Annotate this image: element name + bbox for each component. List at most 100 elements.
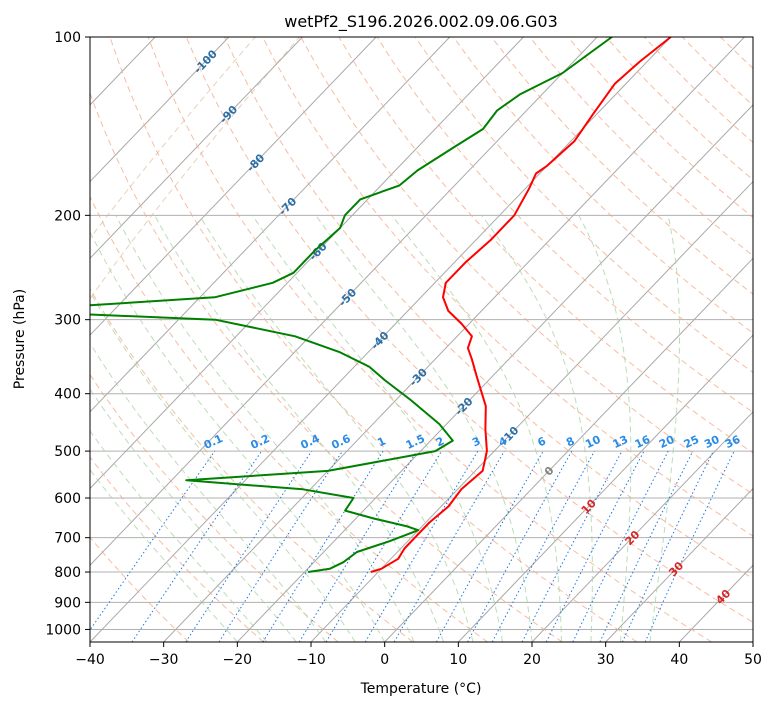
plot-frame xyxy=(89,36,754,643)
mixing-ratio-label: 0.1 xyxy=(202,432,225,452)
moist-adiabat xyxy=(481,215,593,642)
x-axis-label: Temperature (°C) xyxy=(360,681,482,697)
moist-adiabat xyxy=(90,230,386,642)
moist-adiabat xyxy=(115,215,415,642)
dry-adiabat xyxy=(759,37,775,642)
mixing-ratio-label: 6 xyxy=(536,434,549,449)
x-tick-label: −20 xyxy=(223,652,253,668)
mixing-ratio-label: 3 xyxy=(470,434,482,449)
dry-adiabat xyxy=(605,37,753,181)
mixing-ratio-label: 1 xyxy=(375,434,387,449)
y-tick-label: 300 xyxy=(54,313,81,329)
dewpoint-profile xyxy=(90,37,613,573)
mixing-ratio-line xyxy=(364,450,479,642)
moist-adiabats xyxy=(90,37,680,642)
mixing-ratio-label: 8 xyxy=(564,434,576,449)
x-tick-label: 10 xyxy=(449,652,467,668)
mixing-ratio-line xyxy=(491,450,595,642)
x-tick-label: 30 xyxy=(597,652,615,668)
mixing-ratio-label: 30 xyxy=(702,433,722,451)
isotherm-line xyxy=(90,37,524,490)
mixing-ratio-label: 0.4 xyxy=(299,432,322,452)
reference-curve xyxy=(90,37,300,300)
dry-adiabat xyxy=(529,37,753,257)
dry-adiabats xyxy=(90,37,775,642)
mixing-ratio-line xyxy=(393,450,505,642)
moist-adiabat xyxy=(578,215,632,642)
dry-adiabat xyxy=(376,37,753,413)
y-tick-label: 800 xyxy=(54,565,81,581)
x-tick-label: 0 xyxy=(380,652,389,668)
temperature-profile xyxy=(370,37,672,573)
dry-adiabat xyxy=(491,37,753,295)
mixing-ratio-line xyxy=(467,450,573,642)
moist-adiabat xyxy=(90,290,356,642)
y-tick-label: 100 xyxy=(54,30,81,46)
dry-adiabat xyxy=(109,37,638,642)
mixing-ratio-label: 10 xyxy=(583,433,603,451)
mixing-ratio-line xyxy=(90,450,216,631)
x-tick-label: 50 xyxy=(744,652,762,668)
isotherm-line xyxy=(90,37,303,260)
dry-adiabat xyxy=(567,37,753,219)
dry-adiabat xyxy=(720,37,753,69)
dry-adiabat xyxy=(643,37,753,144)
moist-adiabat xyxy=(90,429,268,642)
y-tick-label: 400 xyxy=(54,387,81,403)
reference-curve xyxy=(90,37,256,240)
x-tick-label: 20 xyxy=(523,652,541,668)
mixing-ratio-labels: 0.1 0.2 0.4 0.6 1 1.5 2 3 4 6 8 10 13 16 20 25 30 36 xyxy=(202,432,743,452)
isotherm-line xyxy=(457,334,753,642)
mixing-ratio-line xyxy=(325,450,443,642)
isotherm-line xyxy=(90,37,451,413)
mixing-ratio-lines xyxy=(90,450,735,642)
mixing-ratio-line xyxy=(545,450,645,642)
x-axis: −40 −30 −20 −10 0 10 20 30 40 50 xyxy=(75,642,762,668)
mixing-ratio-label: 1.5 xyxy=(404,432,427,452)
x-tick-label: −30 xyxy=(149,652,179,668)
mixing-ratio-line xyxy=(298,450,418,642)
x-tick-label: −40 xyxy=(75,652,105,668)
y-tick-label: 500 xyxy=(54,444,81,460)
dry-adiabat xyxy=(262,37,753,537)
grid xyxy=(0,37,753,642)
moist-adiabat xyxy=(391,215,562,642)
moist-adiabat xyxy=(199,215,474,642)
isotherm-line xyxy=(236,104,753,642)
mixing-ratio-line xyxy=(218,450,343,642)
x-tick-label: 40 xyxy=(670,652,688,668)
isotherm-line xyxy=(90,37,230,183)
dry-adiabat xyxy=(338,37,753,454)
moist-adiabat xyxy=(315,215,533,642)
mixing-ratio-line xyxy=(621,450,714,642)
y-axis-label: Pressure (hPa) xyxy=(12,289,28,389)
mixing-ratio-line xyxy=(644,450,735,642)
chart-title: wetPf2_S196.2026.002.09.06.G03 xyxy=(284,12,558,32)
dry-adiabat xyxy=(90,456,264,642)
moist-adiabat xyxy=(90,388,297,642)
moist-adiabat xyxy=(154,215,445,642)
dry-adiabat xyxy=(90,195,488,642)
dry-adiabat xyxy=(147,37,712,642)
moist-adiabat xyxy=(90,342,327,642)
x-tick-label: −10 xyxy=(296,652,326,668)
y-axis: 100 200 300 400 500 600 700 800 900 1000 xyxy=(45,30,90,638)
mixing-ratio-label: 36 xyxy=(723,433,743,451)
dry-adiabat xyxy=(414,37,753,374)
dry-adiabat xyxy=(681,37,753,106)
y-tick-label: 900 xyxy=(54,595,81,611)
isotherm-line xyxy=(531,411,753,642)
dry-adiabat xyxy=(90,536,190,642)
y-tick-label: 1000 xyxy=(45,622,81,638)
isotherm-line xyxy=(90,37,377,336)
isotherm-line xyxy=(605,487,753,642)
moist-adiabat xyxy=(90,469,238,642)
y-tick-label: 700 xyxy=(54,531,81,547)
isotherm-line xyxy=(90,37,672,642)
mixing-ratio-label: 20 xyxy=(657,433,677,451)
dry-adiabat xyxy=(90,287,414,642)
dry-adiabat xyxy=(185,37,753,623)
isotherm-line xyxy=(0,37,8,642)
mixing-ratio-label: 16 xyxy=(633,433,653,451)
mixing-ratio-line xyxy=(435,450,544,642)
